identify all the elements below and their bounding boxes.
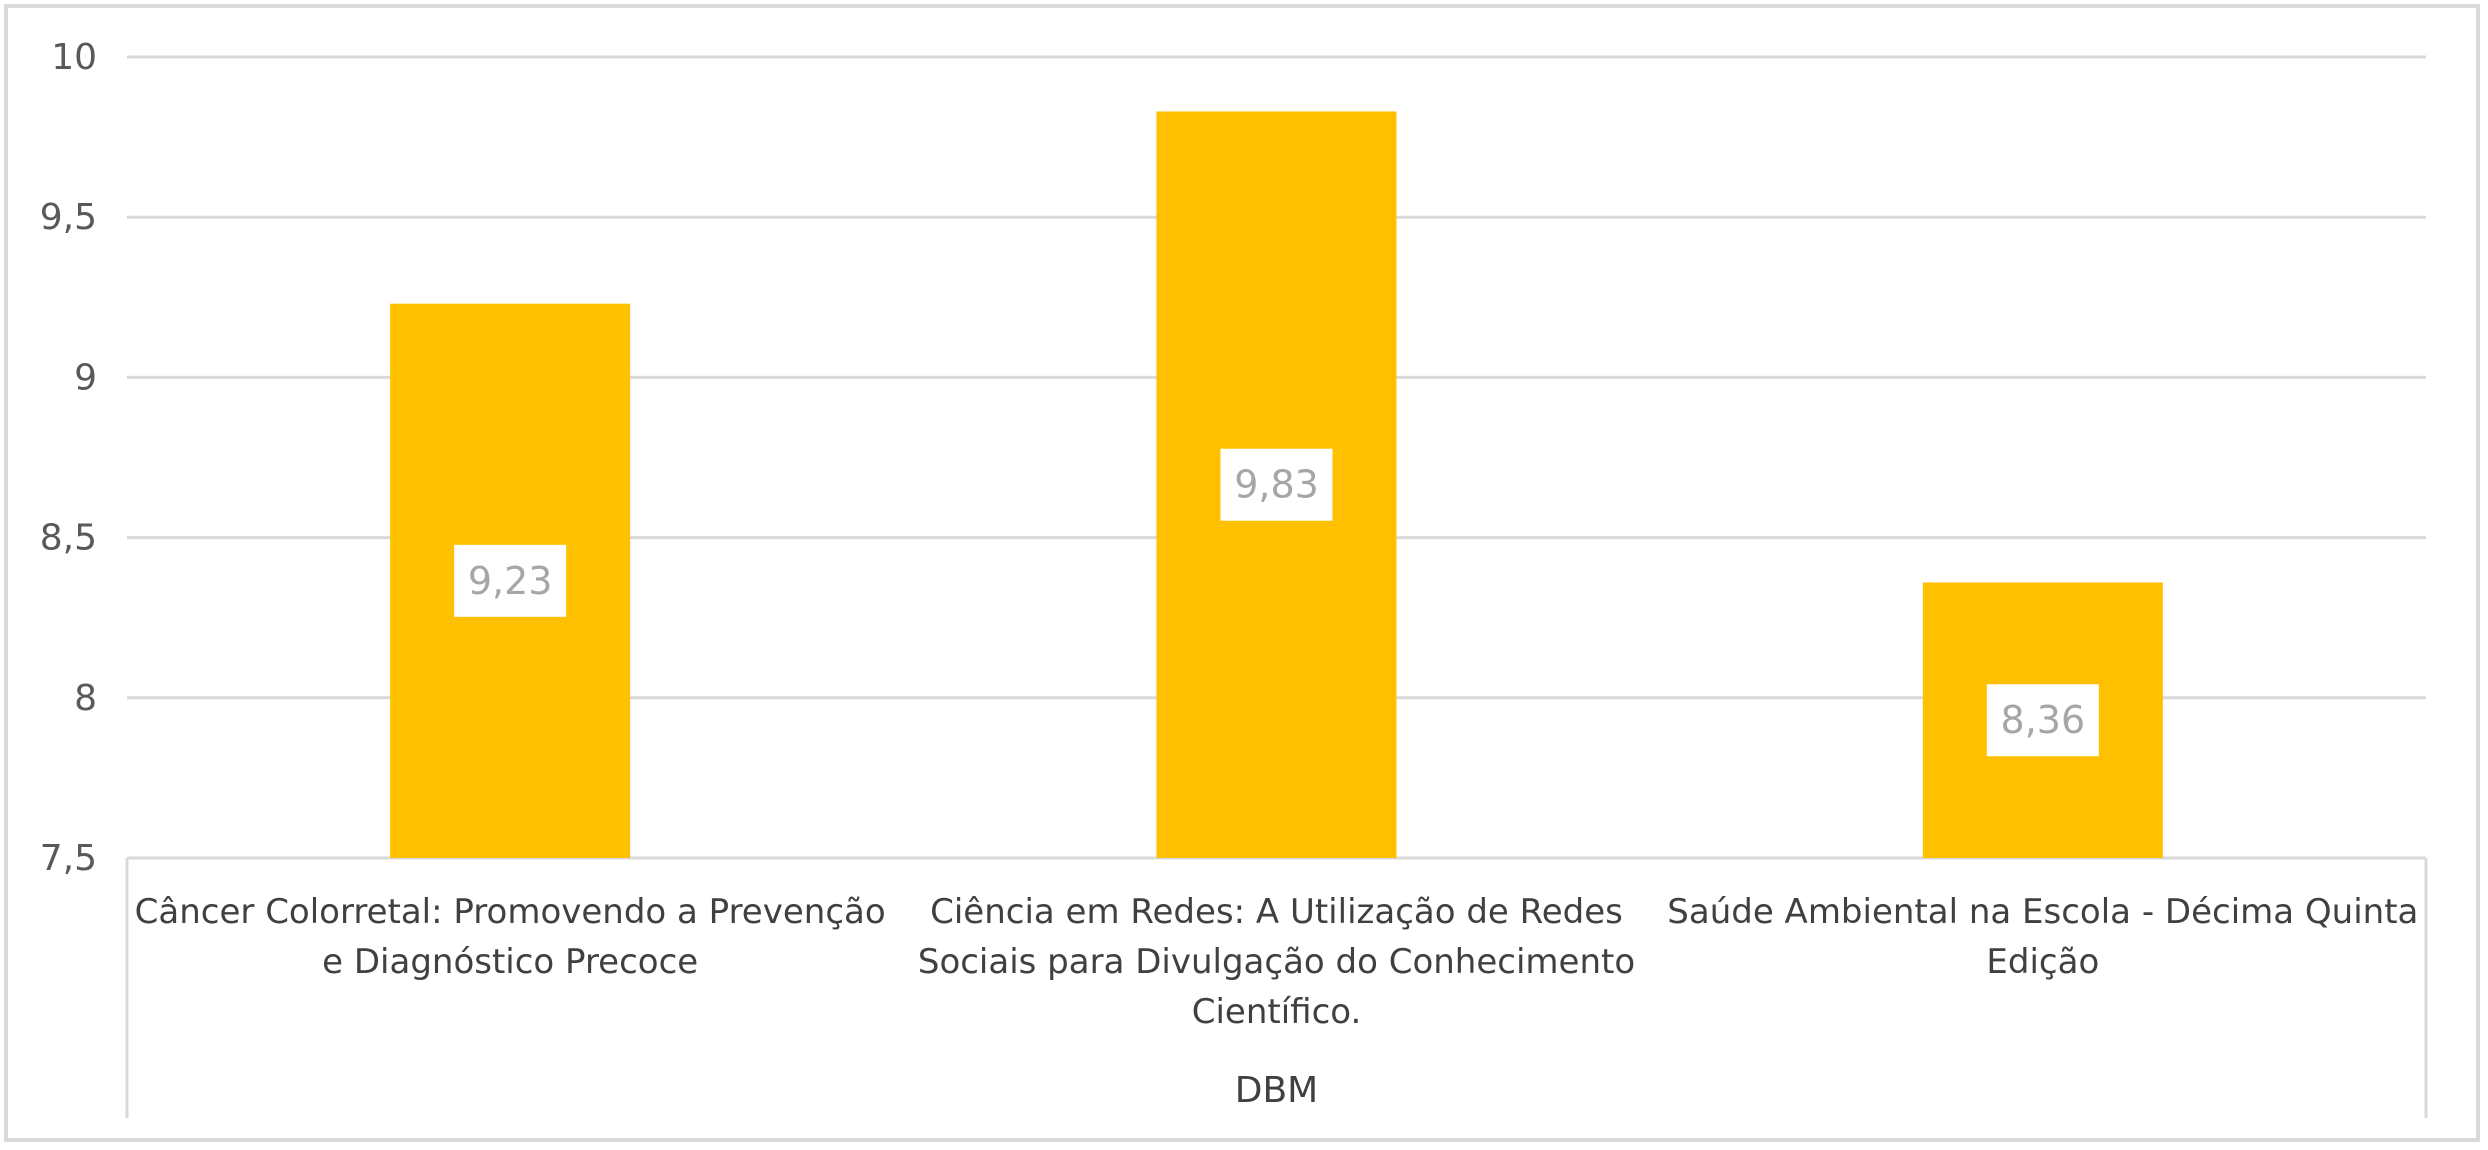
y-tick-label: 10 xyxy=(51,37,97,78)
y-tick-label: 9 xyxy=(74,357,97,398)
data-label-box xyxy=(454,544,567,617)
data-label: 9,83 xyxy=(1234,463,1319,507)
data-label: 8,36 xyxy=(2001,698,2086,742)
y-axis-ticks: 7,5 8 8,5 9 9,5 10 xyxy=(40,37,97,879)
group-axis: DBM xyxy=(125,858,2428,1118)
category-label: Ciência em Redes: A Utilização de Redes xyxy=(930,892,1623,932)
data-label-box xyxy=(1220,448,1333,521)
category-label: e Diagnóstico Precoce xyxy=(322,942,698,982)
data-labels: 9,23 9,83 8,36 xyxy=(454,448,2099,757)
category-label: Saúde Ambiental na Escola - Décima Quint… xyxy=(1667,892,2418,932)
y-tick-label: 9,5 xyxy=(40,197,97,238)
category-label: Câncer Colorretal: Promovendo a Prevençã… xyxy=(135,892,886,932)
y-tick-label: 7,5 xyxy=(40,838,97,879)
group-label: DBM xyxy=(1235,1070,1318,1111)
y-tick-label: 8 xyxy=(74,678,97,719)
category-label: Edição xyxy=(1986,942,2099,982)
data-label-box xyxy=(1986,684,2099,757)
category-label: Científico. xyxy=(1192,992,1362,1032)
category-labels: Câncer Colorretal: Promovendo a Prevençã… xyxy=(135,892,2419,1032)
y-tick-label: 8,5 xyxy=(40,518,97,559)
category-label: Sociais para Divulgação do Conhecimento xyxy=(918,942,1635,982)
data-label: 9,23 xyxy=(468,559,553,603)
